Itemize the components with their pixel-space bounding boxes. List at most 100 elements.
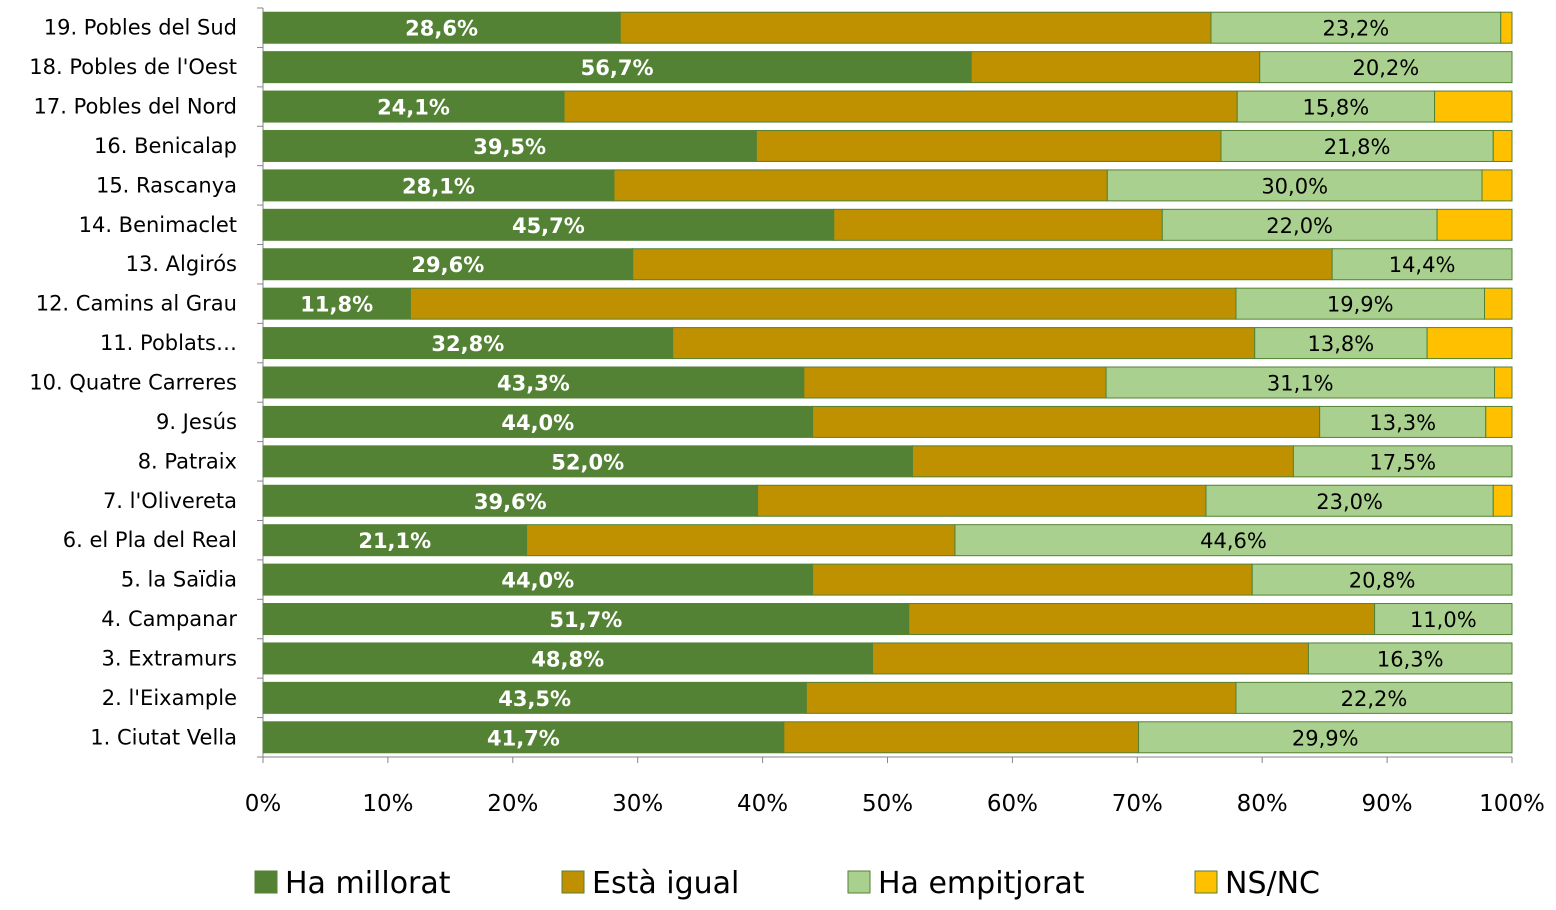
- legend-swatch: [847, 870, 871, 894]
- data-label: 23,2%: [1323, 17, 1390, 41]
- bar-segment-ns-nc: [1484, 287, 1513, 320]
- bar-segment-ha-millorat: [262, 129, 757, 162]
- category-label: 15. Rascanya: [96, 173, 237, 197]
- bar-segment-ns-nc: [1426, 327, 1513, 360]
- data-label: 44,0%: [501, 569, 574, 593]
- bar-segment-ha-millorat: [262, 248, 634, 281]
- bar-segment-ha-empitjorat: [1259, 51, 1513, 84]
- category-label: 14. Benimaclet: [79, 213, 237, 237]
- bar-segment-ha-empitjorat: [1205, 484, 1494, 517]
- data-label: 28,1%: [402, 174, 475, 198]
- bar-segment-ha-millorat: [262, 681, 807, 714]
- bar-segment-est-igual: [812, 405, 1321, 438]
- data-label: 20,2%: [1352, 56, 1419, 80]
- bar-segment-est-igual: [409, 287, 1237, 320]
- data-label: 48,8%: [531, 647, 604, 671]
- category-label: 1. Ciutat Vella: [90, 725, 237, 749]
- bar-segment-ns-nc: [1492, 484, 1513, 517]
- bar-segment-est-igual: [613, 169, 1108, 202]
- bar-segment-ns-nc: [1485, 405, 1513, 438]
- bar-segment-ha-empitjorat: [1106, 169, 1483, 202]
- bar-segment-est-igual: [805, 681, 1237, 714]
- data-label: 13,3%: [1369, 411, 1436, 435]
- category-label: 13. Algirós: [126, 252, 237, 276]
- bar-segment-est-igual: [757, 484, 1207, 517]
- x-tick-label: 40%: [737, 791, 788, 817]
- x-tick-label: 60%: [987, 791, 1038, 817]
- category-label: 5. la Saïdia: [121, 568, 237, 592]
- bar-segment-ha-millorat: [262, 721, 785, 754]
- data-label: 29,6%: [411, 253, 484, 277]
- data-label: 19,9%: [1327, 293, 1394, 317]
- bar-segment-ha-empitjorat: [1105, 366, 1496, 399]
- legend-label: Està igual: [592, 866, 739, 901]
- bar-segment-ha-millorat: [262, 208, 835, 241]
- data-label: 41,7%: [487, 726, 560, 750]
- bar-segment-ha-millorat: [262, 445, 913, 478]
- data-label: 31,1%: [1267, 372, 1334, 396]
- data-label: 15,8%: [1303, 96, 1370, 120]
- data-label: 32,8%: [431, 332, 504, 356]
- bar-segment-ns-nc: [1481, 169, 1513, 202]
- bar-segment-ha-empitjorat: [1331, 248, 1513, 281]
- data-label: 43,5%: [498, 687, 571, 711]
- bar-segment-ns-nc: [1500, 11, 1513, 44]
- bar-segment-ha-millorat: [262, 524, 528, 557]
- bar-segment-ha-empitjorat: [1235, 287, 1486, 320]
- bar-segment-ha-millorat: [262, 287, 411, 320]
- x-tick-label: 50%: [862, 791, 913, 817]
- data-label: 39,5%: [473, 135, 546, 159]
- data-label: 44,0%: [501, 411, 574, 435]
- data-label: 44,6%: [1200, 529, 1267, 553]
- category-label: 6. el Pla del Real: [63, 528, 237, 552]
- bar-segment-ha-empitjorat: [1138, 721, 1513, 754]
- legend-label: Ha empitjorat: [878, 866, 1085, 901]
- legend-label: Ha millorat: [285, 866, 451, 901]
- data-label: 21,8%: [1324, 135, 1391, 159]
- legend-swatch: [561, 870, 585, 894]
- category-label: 9. Jesús: [156, 410, 237, 434]
- data-label: 22,0%: [1266, 214, 1333, 238]
- bar-segment-est-igual: [526, 524, 956, 557]
- bar-segment-est-igual: [908, 603, 1376, 636]
- x-tick-label: 90%: [1362, 791, 1413, 817]
- bar-segment-ha-millorat: [262, 51, 972, 84]
- bar-segment-ha-millorat: [262, 169, 615, 202]
- bar-segment-est-igual: [812, 563, 1253, 596]
- x-tick-label: 0%: [245, 791, 282, 817]
- bar-segment-est-igual: [970, 51, 1261, 84]
- x-tick-label: 10%: [362, 791, 413, 817]
- bar-segment-ha-millorat: [262, 90, 565, 123]
- category-label: 2. l'Eixample: [102, 686, 237, 710]
- bar-segment-ha-millorat: [262, 563, 814, 596]
- bar-segment-est-igual: [619, 11, 1212, 44]
- bar-segment-ns-nc: [1434, 90, 1513, 123]
- category-label: 16. Benicalap: [94, 134, 237, 158]
- data-label: 24,1%: [377, 96, 450, 120]
- data-label: 17,5%: [1369, 450, 1436, 474]
- data-label: 29,9%: [1292, 726, 1359, 750]
- bar-segment-ns-nc: [1492, 129, 1513, 162]
- bar-segment-est-igual: [803, 366, 1107, 399]
- bar-segment-ha-millorat: [262, 327, 674, 360]
- data-label: 45,7%: [512, 214, 585, 238]
- data-label: 23,0%: [1316, 490, 1383, 514]
- category-label: 4. Campanar: [101, 607, 237, 631]
- bar-segment-ns-nc: [1436, 208, 1513, 241]
- x-tick-label: 30%: [612, 791, 663, 817]
- data-label: 11,0%: [1410, 608, 1477, 632]
- bar-segment-ha-empitjorat: [1236, 90, 1436, 123]
- bar-segment-est-igual: [783, 721, 1140, 754]
- bar-segment-est-igual: [911, 445, 1294, 478]
- data-label: 16,3%: [1377, 647, 1444, 671]
- data-label: 30,0%: [1261, 174, 1328, 198]
- category-label: 11. Poblats…: [100, 331, 237, 355]
- bar-segment-ha-empitjorat: [1374, 603, 1513, 636]
- legend-swatch: [254, 870, 278, 894]
- category-label: 17. Pobles del Nord: [34, 95, 237, 119]
- data-label: 14,4%: [1389, 253, 1456, 277]
- data-label: 28,6%: [405, 17, 478, 41]
- legend-swatch: [1194, 870, 1218, 894]
